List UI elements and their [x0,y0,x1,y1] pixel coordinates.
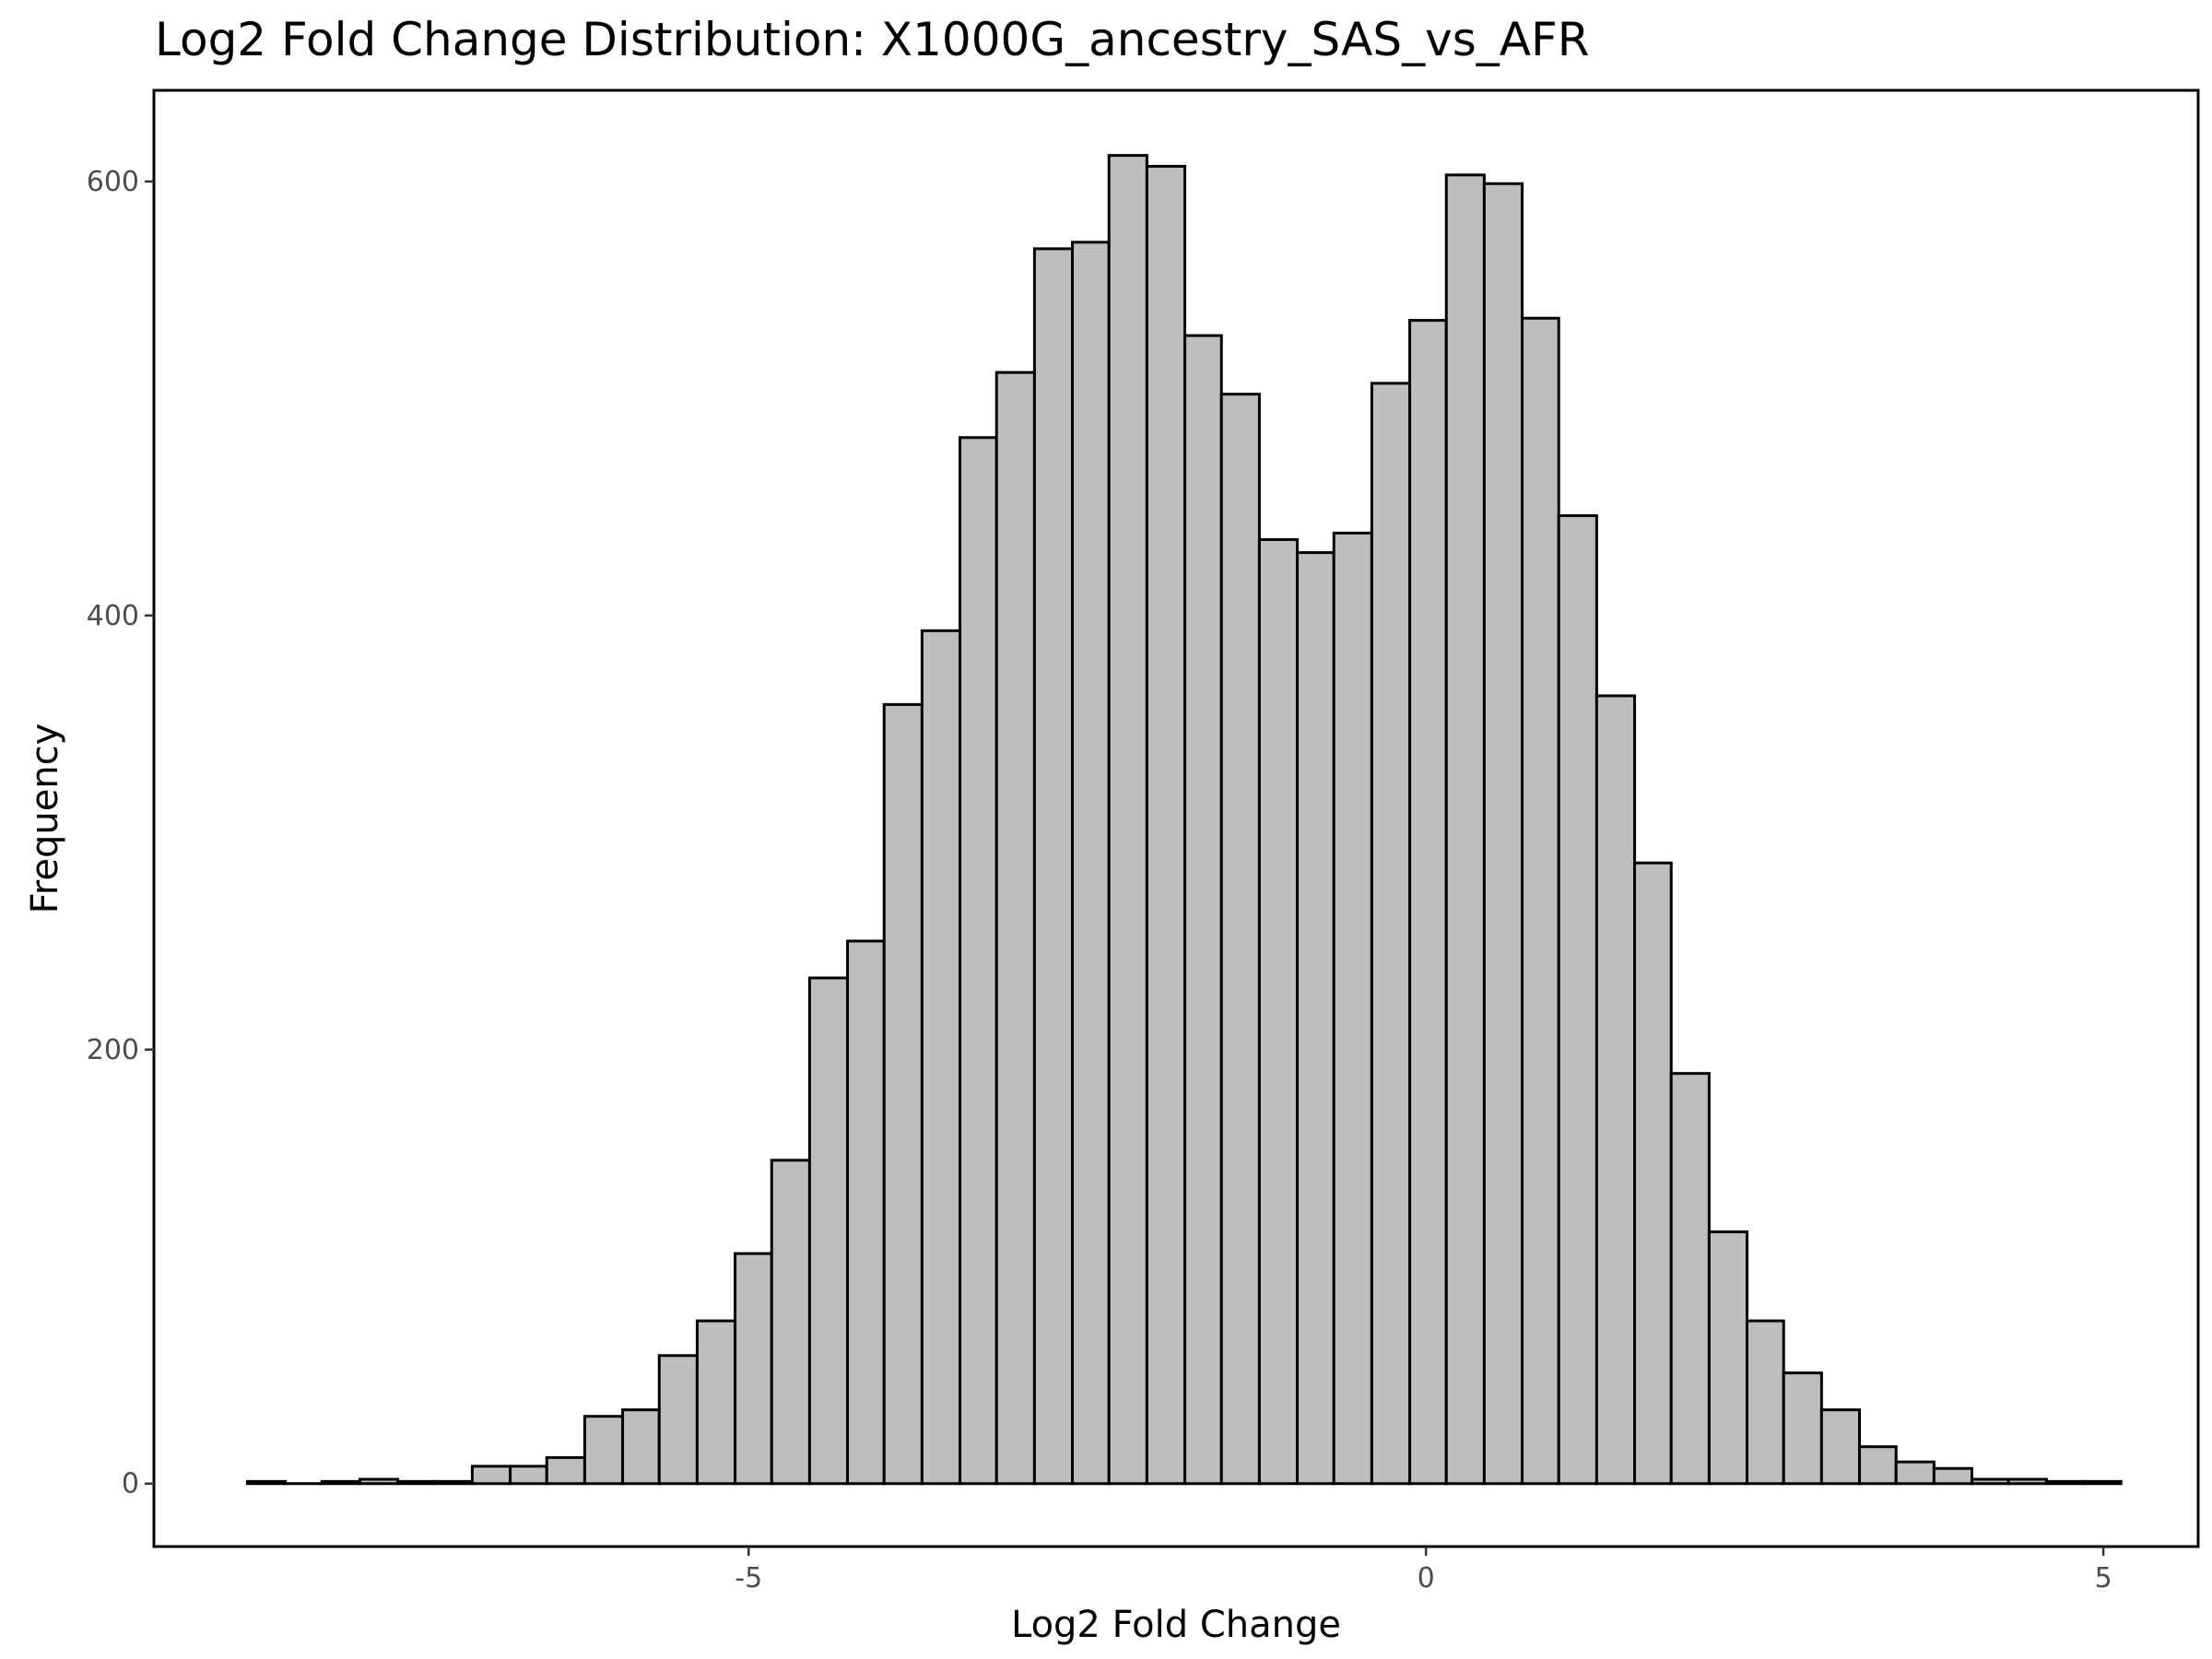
histogram-bar-39 [1707,1230,1749,1486]
histogram-bar-37 [1633,861,1673,1486]
histogram-bar-28 [1296,551,1335,1486]
x-tick-label-1: 0 [1418,1562,1435,1594]
histogram-bar-4 [396,1479,436,1486]
histogram-bar-13 [734,1252,773,1486]
histogram-bar-23 [1107,154,1148,1486]
histogram-bar-48 [2044,1479,2087,1486]
histogram-bar-16 [846,939,886,1486]
x-axis-ticks: -5 0 5 [735,1547,2112,1594]
histogram-bar-36 [1594,694,1637,1486]
histogram-bar-45 [1932,1466,1974,1486]
y-tick-label-3: 600 [87,166,139,198]
histogram-bar-22 [1071,241,1111,1486]
histogram-bar-25 [1183,334,1223,1486]
histogram-bar-0 [245,1479,288,1486]
histogram-bar-7 [509,1465,548,1486]
histogram-bar-44 [1894,1460,1936,1486]
histogram-bar-26 [1219,393,1261,1486]
histogram-bar-42 [1819,1408,1862,1486]
histogram-bar-15 [807,976,850,1486]
histogram-bar-5 [432,1479,474,1486]
histogram-bar-20 [994,371,1036,1486]
histogram-bar-35 [1557,514,1598,1486]
y-tick-label-0: 0 [122,1468,139,1500]
y-tick-label-2: 400 [87,600,139,632]
histogram-bar-18 [920,629,962,1486]
histogram-bar-31 [1408,319,1448,1486]
y-tick-label-1: 200 [87,1034,139,1066]
x-tick-label-0: -5 [735,1562,762,1594]
histogram-bar-12 [695,1319,737,1486]
histogram-bar-41 [1782,1371,1823,1486]
histogram-bar-34 [1521,316,1560,1486]
histogram-bar-9 [582,1415,625,1486]
histogram-bar-21 [1032,247,1075,1486]
histogram-bar-33 [1482,182,1524,1486]
histogram-bar-24 [1145,164,1187,1486]
histogram-bar-14 [770,1159,811,1486]
chart-title: Log2 Fold Change Distribution: X1000G_an… [155,13,1590,66]
histogram-bar-38 [1669,1072,1711,1486]
histogram-bar-19 [959,436,998,1486]
histogram-bar-2 [320,1479,361,1486]
histogram-bar-10 [621,1408,661,1486]
y-axis-ticks: 0 200 400 600 [87,166,154,1500]
x-axis-title: Log2 Fold Change [1011,1604,1341,1646]
histogram-bar-46 [1971,1477,2010,1486]
histogram-bar-40 [1746,1319,1785,1486]
histogram-bars [245,154,2123,1486]
histogram-bar-49 [2083,1479,2123,1486]
histogram-bar-30 [1370,382,1412,1486]
plot-panel-border [152,88,2200,1548]
histogram-bar-11 [657,1354,699,1486]
histogram-bar-47 [2006,1477,2048,1486]
y-axis-title: Frequency [24,724,66,914]
histogram-bar-3 [358,1477,400,1486]
histogram-bar-43 [1858,1445,1898,1486]
histogram-bar-32 [1444,173,1486,1486]
x-tick-label-2: 5 [2095,1562,2112,1594]
histogram-bar-6 [470,1465,512,1486]
histogram-bar-29 [1332,531,1373,1486]
histogram-bar-27 [1257,537,1300,1486]
histogram-bar-17 [882,702,924,1486]
histogram-bar-8 [545,1455,586,1486]
